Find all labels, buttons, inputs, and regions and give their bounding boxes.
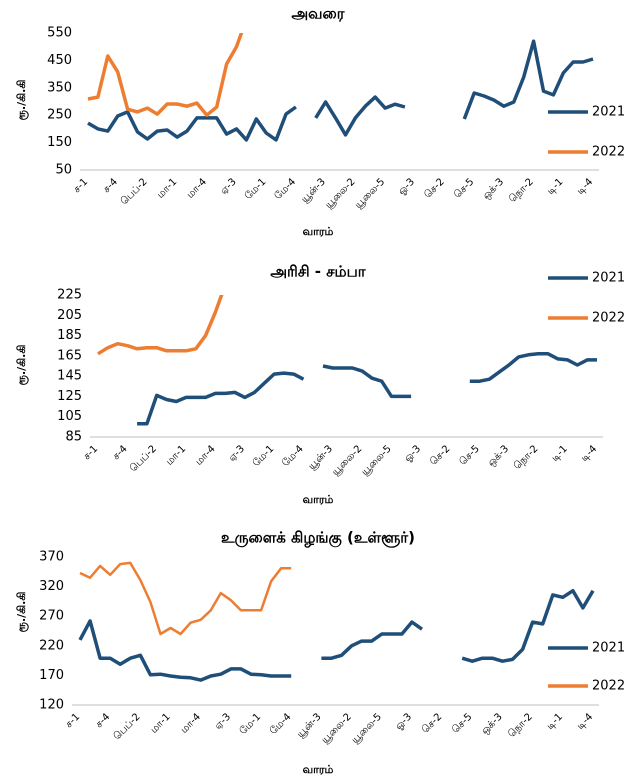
- x-tick-label: செ-5: [452, 176, 476, 200]
- x-tick-label: டி-4: [575, 711, 595, 731]
- x-tick-label: யூன்-3: [306, 443, 335, 472]
- y-tick-label: 125: [57, 389, 82, 404]
- x-tick-label: மா-4: [179, 711, 203, 735]
- x-axis-label: வாரம்: [303, 763, 334, 776]
- x-tick-label: டி-4: [579, 443, 599, 463]
- x-tick-label: பெப்-2: [119, 176, 150, 207]
- legend-label: 2021: [592, 641, 625, 656]
- y-tick-label: 205: [57, 308, 82, 323]
- legend-label: 2021: [592, 105, 625, 120]
- x-tick-label: யூலை-2: [319, 711, 353, 745]
- x-tick-label: செ-5: [450, 711, 474, 735]
- x-tick-label: செ-2: [428, 443, 452, 467]
- series-line: [97, 295, 224, 356]
- y-tick-label: 225: [57, 288, 82, 303]
- x-tick-label: யூலை-5: [353, 176, 387, 210]
- y-tick-label: 250: [47, 108, 72, 123]
- y-tick-label: 185: [57, 328, 82, 343]
- legend-label: 2022: [592, 145, 625, 160]
- x-tick-label: யூலை-5: [359, 443, 393, 477]
- y-tick-label: 50: [55, 163, 72, 178]
- y-tick-label: 145: [57, 369, 82, 384]
- x-tick-label: ச-1: [63, 711, 82, 730]
- x-tick-label: ச-4: [111, 443, 130, 462]
- x-tick-label: மா-4: [185, 176, 209, 200]
- x-tick-label: ஒக்-3: [481, 176, 506, 201]
- y-tick-label: 85: [65, 430, 82, 445]
- legend-label: 2022: [592, 679, 625, 694]
- series-line: [78, 588, 595, 682]
- x-axis-label: வாரம்: [303, 225, 334, 238]
- x-tick-label: மா-1: [149, 711, 173, 735]
- x-tick-label: ஓ-3: [396, 176, 417, 197]
- y-tick-label: 320: [39, 579, 64, 594]
- legend-label: 2021: [592, 271, 625, 286]
- chart-title: அவரை: [292, 5, 345, 23]
- x-tick-label: மே-4: [268, 711, 294, 737]
- x-tick-label: செ-5: [458, 443, 482, 467]
- x-tick-label: டி-1: [545, 711, 565, 731]
- series-line: [87, 39, 594, 142]
- series-line: [137, 352, 597, 426]
- x-tick-label: ச-1: [81, 443, 100, 462]
- x-tick-label: ச-4: [101, 176, 120, 195]
- y-tick-label: 370: [39, 550, 64, 565]
- x-tick-label: டி-1: [549, 443, 569, 463]
- x-axis-label: வாரம்: [303, 493, 334, 506]
- x-tick-label: மே-1: [238, 711, 264, 737]
- y-axis-label: ரூ./கி.கி: [15, 80, 29, 121]
- x-tick-label: மே-4: [273, 176, 299, 202]
- x-tick-label: மே-1: [251, 443, 277, 469]
- y-tick-label: 105: [57, 409, 82, 424]
- y-tick-label: 550: [47, 26, 72, 41]
- x-tick-label: நொ-2: [507, 176, 536, 205]
- x-tick-label: ச-1: [71, 176, 90, 195]
- legend-label: 2022: [592, 311, 625, 326]
- x-tick-label: ஒக்-3: [486, 443, 511, 468]
- x-tick-label: மா-4: [193, 443, 217, 467]
- x-tick-label: செ-2: [420, 711, 444, 735]
- x-tick-label: நொ-2: [512, 443, 541, 472]
- x-tick-label: பெப்-2: [112, 711, 143, 742]
- x-tick-label: மே-4: [280, 443, 306, 469]
- x-tick-label: ஏ-3: [227, 443, 247, 463]
- x-tick-label: ஓ-3: [402, 443, 423, 464]
- x-tick-label: ச-4: [94, 711, 113, 730]
- x-tick-label: மா-1: [155, 176, 179, 200]
- series-line: [87, 33, 244, 117]
- x-tick-label: ஏ-3: [213, 711, 233, 731]
- x-tick-label: ஏ-3: [218, 176, 238, 196]
- y-tick-label: 165: [57, 348, 82, 363]
- x-tick-label: பெப்-2: [128, 443, 159, 474]
- x-tick-label: யூன்-3: [295, 711, 324, 740]
- x-tick-label: யூலை-2: [323, 176, 357, 210]
- y-tick-label: 450: [47, 53, 72, 68]
- y-tick-label: 120: [39, 698, 64, 713]
- y-tick-label: 150: [47, 135, 72, 150]
- x-tick-label: ஓ-3: [393, 711, 414, 732]
- x-tick-label: யூன்-3: [299, 176, 328, 205]
- x-tick-label: நொ-2: [506, 711, 535, 740]
- x-tick-label: ஒக்-3: [479, 711, 504, 736]
- x-tick-label: மே-1: [243, 176, 269, 202]
- y-axis-label: ரூ./கி.கி: [15, 345, 29, 386]
- x-tick-label: டி-4: [575, 176, 595, 196]
- x-tick-label: மா-1: [164, 443, 188, 467]
- x-tick-label: யூலை-2: [330, 443, 364, 477]
- y-tick-label: 170: [39, 668, 64, 683]
- y-axis-label: ரூ./கி.கி: [15, 592, 29, 633]
- x-tick-label: டி-1: [545, 176, 565, 196]
- y-tick-label: 220: [39, 638, 64, 653]
- x-tick-label: யூலை-5: [350, 711, 384, 745]
- x-tick-label: செ-2: [422, 176, 446, 200]
- chart-title: அரிசி - சம்பா: [270, 263, 366, 281]
- series-line: [79, 561, 292, 636]
- y-tick-label: 270: [39, 609, 64, 624]
- y-tick-label: 350: [47, 80, 72, 95]
- chart-title: உருளைக் கிழங்கு (உள்ளூர்): [221, 529, 415, 548]
